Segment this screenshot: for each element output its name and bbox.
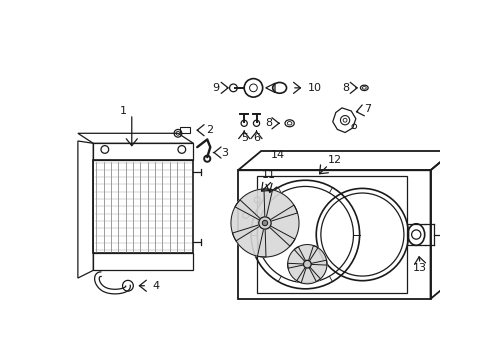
Text: 7: 7 [365,104,371,114]
Text: 10: 10 [307,83,321,93]
Polygon shape [235,189,272,220]
Text: 8: 8 [265,118,272,128]
Text: 14: 14 [271,150,285,160]
Polygon shape [309,260,327,282]
Text: 8: 8 [342,83,349,93]
Polygon shape [288,263,306,283]
Polygon shape [231,200,260,241]
Polygon shape [232,225,266,257]
Text: 5: 5 [241,133,248,143]
Polygon shape [257,226,295,257]
Text: 12: 12 [327,155,342,165]
Text: 3: 3 [221,148,228,158]
Text: 1: 1 [120,106,126,116]
Polygon shape [309,246,327,265]
Text: 2: 2 [206,125,214,135]
Text: 11: 11 [262,170,276,180]
Polygon shape [270,205,299,246]
Circle shape [303,260,311,268]
Text: 6: 6 [253,133,260,143]
Polygon shape [294,244,318,261]
Circle shape [262,220,268,226]
Text: 13: 13 [413,264,427,274]
Polygon shape [297,267,320,284]
Polygon shape [264,189,297,221]
Text: 9: 9 [213,83,220,93]
Circle shape [259,217,271,229]
Polygon shape [288,247,305,268]
Text: 4: 4 [152,281,160,291]
